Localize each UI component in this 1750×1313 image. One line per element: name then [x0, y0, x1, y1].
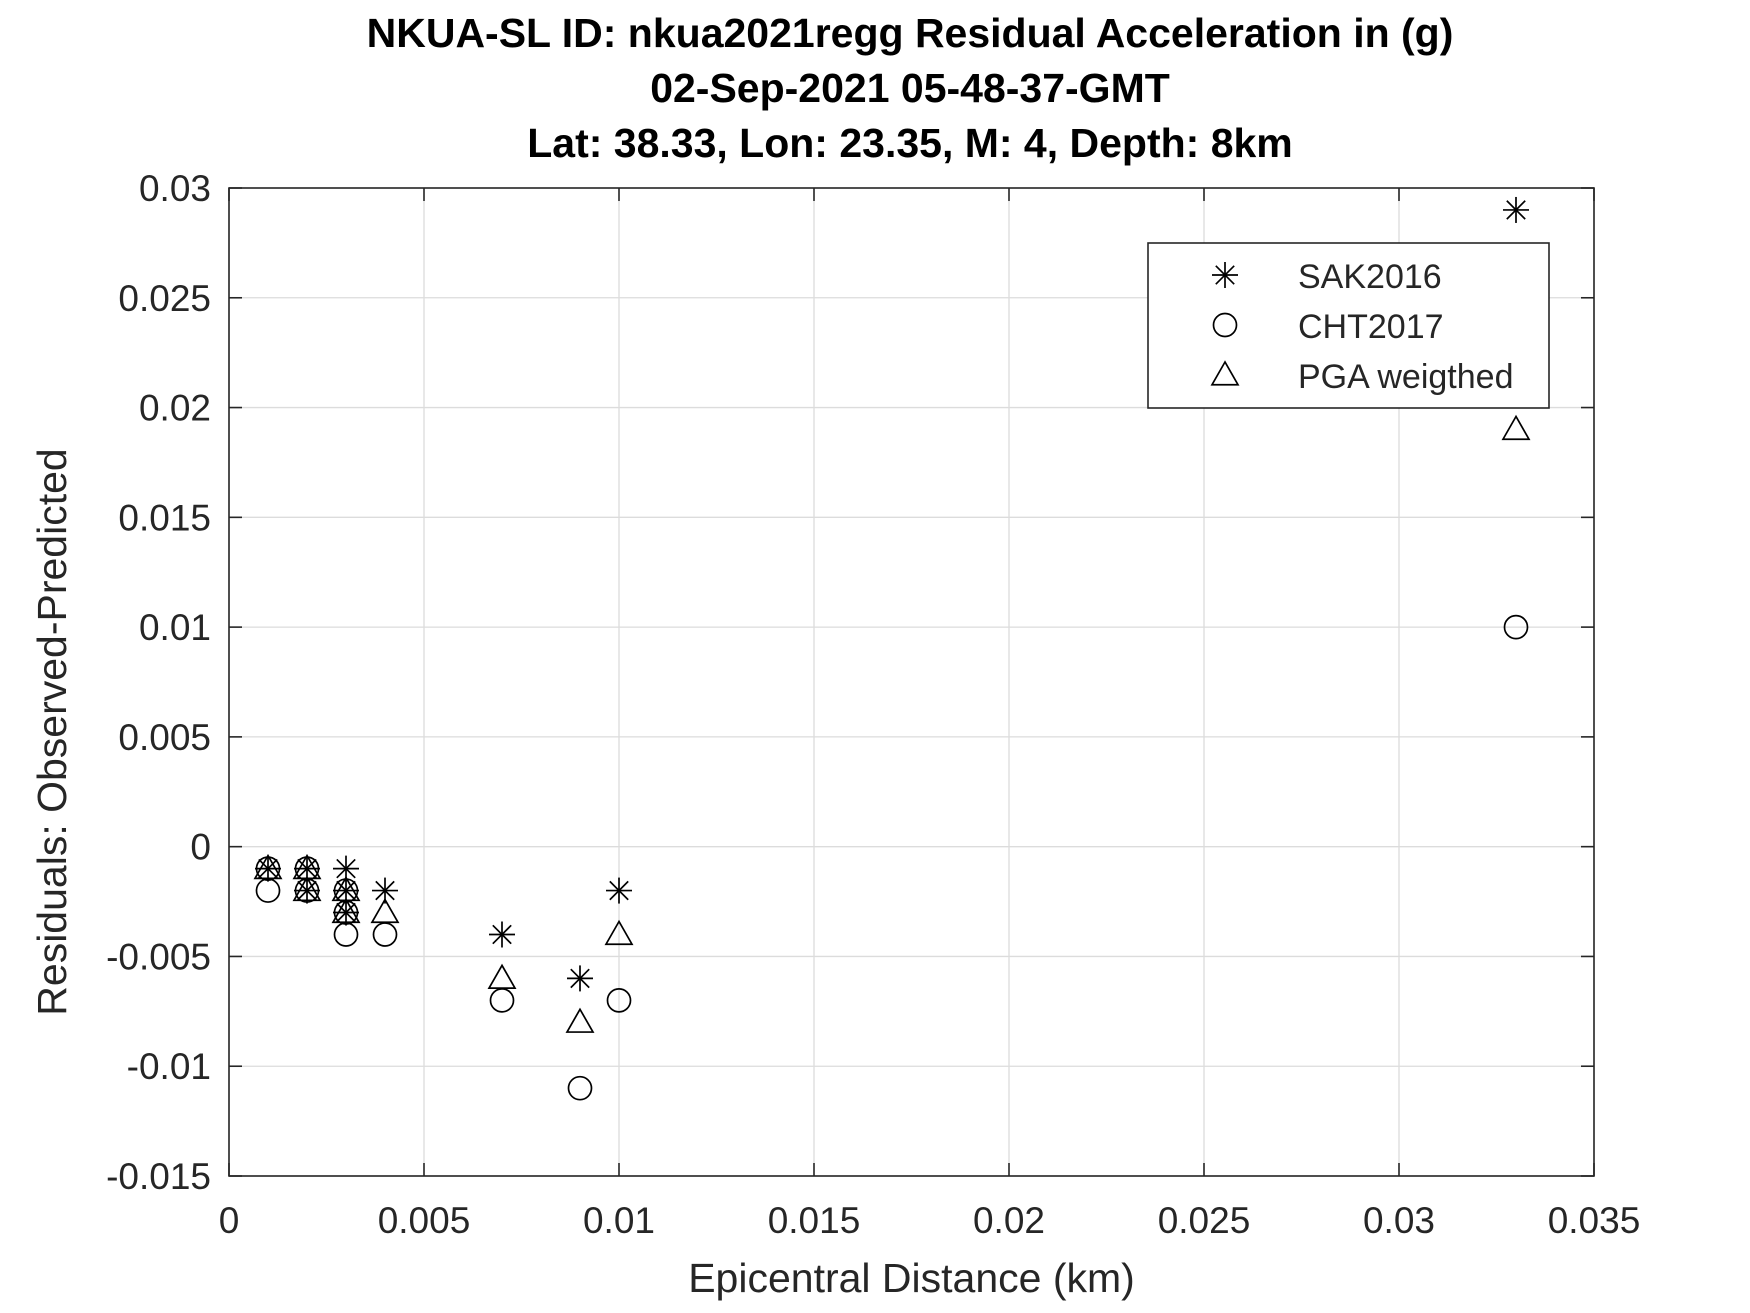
y-tick-label: 0 [190, 827, 211, 868]
data-point-cht2017 [606, 988, 632, 1013]
data-point-sak2016 [333, 877, 359, 904]
y-axis-label: Residuals: Observed-Predicted [29, 448, 75, 1015]
y-tick-labels: -0.015 -0.01 -0.005 0 0.005 0.01 0.015 0.02 0.02… [106, 168, 211, 1197]
data-point-sak2016 [489, 921, 515, 948]
data-point-sak2016 [567, 965, 593, 992]
data-point-cht2017 [372, 922, 398, 947]
x-tick-label: 0.02 [973, 1200, 1045, 1241]
x-tick-labels: 0 0.005 0.01 0.015 0.02 0.025 0.03 0.035 [219, 1200, 1641, 1241]
data-point-sak2016 [333, 899, 359, 926]
legend-label: SAK2016 [1298, 258, 1442, 296]
data-point-pga-weigthed [1501, 414, 1531, 441]
data-point-sak2016 [294, 877, 320, 904]
x-tick-label: 0.015 [768, 1200, 861, 1241]
legend-marker [1212, 312, 1238, 338]
legend-marker [1210, 360, 1240, 386]
y-tick-label: -0.01 [127, 1046, 211, 1087]
legend-box [1147, 242, 1550, 409]
y-tick-label: 0.005 [118, 717, 211, 758]
legend-label: CHT2017 [1298, 308, 1444, 346]
data-point-sak2016 [255, 855, 281, 882]
data-point-cht2017 [567, 1075, 593, 1101]
legend-marker [1212, 262, 1238, 288]
x-axis-label: Epicentral Distance (km) [688, 1255, 1135, 1301]
data-point-pga-weigthed [253, 853, 283, 880]
x-tick-label: 0.035 [1548, 1200, 1641, 1241]
series-pga-weigthed [253, 414, 1531, 1033]
x-tick-label: 0 [219, 1200, 240, 1241]
y-tick-label: -0.015 [106, 1156, 211, 1197]
data-point-pga-weigthed [604, 919, 634, 946]
x-tick-label: 0.03 [1363, 1200, 1435, 1241]
data-point-sak2016 [1503, 196, 1529, 223]
chart-title-line-2: 02-Sep-2021 05-48-37-GMT [650, 65, 1170, 111]
data-point-pga-weigthed [565, 1007, 595, 1033]
y-tick-label: 0.02 [139, 388, 211, 429]
data-point-sak2016 [606, 877, 632, 904]
legend: SAK2016 CHT2017 PGA weigthed [1147, 242, 1550, 409]
chart-title-line-1: NKUA-SL ID: nkua2021regg Residual Accele… [366, 10, 1454, 56]
series-sak2016 [255, 196, 1529, 992]
y-tick-label: 0.03 [139, 168, 211, 209]
series-cht2017 [255, 614, 1529, 1101]
data-point-pga-weigthed [331, 897, 361, 924]
legend-label: PGA weigthed [1298, 358, 1513, 396]
x-tick-label: 0.005 [378, 1200, 471, 1241]
axes-box [228, 187, 1595, 1177]
data-point-cht2017 [1503, 614, 1529, 640]
y-tick-label: -0.005 [106, 936, 211, 977]
data-points [253, 196, 1531, 1101]
data-point-cht2017 [255, 878, 281, 903]
y-tick-label: 0.015 [118, 497, 211, 538]
y-tick-label: 0.01 [139, 607, 211, 648]
data-point-pga-weigthed [487, 963, 517, 990]
data-point-cht2017 [489, 988, 515, 1013]
data-point-pga-weigthed [292, 875, 322, 902]
data-point-sak2016 [294, 855, 320, 882]
data-point-pga-weigthed [370, 897, 400, 924]
tick-marks [228, 187, 1595, 1177]
data-point-cht2017 [333, 922, 359, 947]
x-tick-label: 0.025 [1158, 1200, 1251, 1241]
y-tick-label: 0.025 [118, 278, 211, 319]
x-tick-label: 0.01 [583, 1200, 655, 1241]
chart-title-line-3: Lat: 38.33, Lon: 23.35, M: 4, Depth: 8km [527, 120, 1293, 166]
